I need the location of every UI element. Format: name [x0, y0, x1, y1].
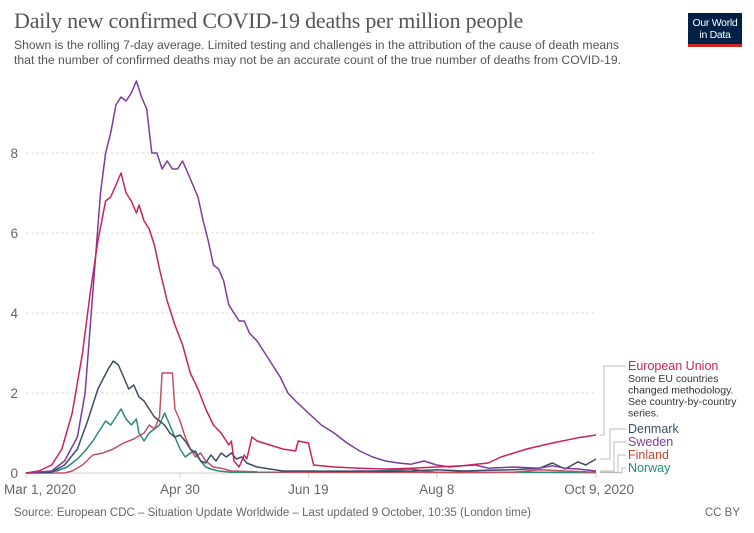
legend-connector [600, 428, 626, 460]
y-tick-label: 6 [10, 226, 18, 241]
y-tick-label: 2 [10, 386, 18, 401]
series-line-finland [26, 372, 597, 474]
legend-label-finland: Finland [628, 448, 669, 462]
y-tick-label: 0 [10, 466, 18, 481]
legend-note-line: changed methodology. [628, 385, 733, 397]
logo-line-2: in Data [699, 29, 731, 41]
legend-note-line: series. [628, 408, 659, 420]
license-link[interactable]: CC BY [704, 507, 740, 519]
x-tick-label: Aug 8 [419, 482, 454, 497]
subtitle-line-1: Shown is the rolling 7-day average. Limi… [14, 38, 620, 52]
owid-logo[interactable]: Our World in Data [688, 13, 742, 47]
series-lines [25, 80, 597, 474]
y-tick-label: 8 [10, 146, 18, 161]
chart-title: Daily new confirmed COVID-19 deaths per … [14, 8, 524, 33]
x-tick-label: Mar 1, 2020 [4, 482, 76, 497]
legend-note-line: See country-by-country [628, 396, 737, 408]
y-axis: 0 2 4 6 8 [10, 146, 18, 481]
x-tick-label: Apr 30 [160, 482, 200, 497]
subtitle-line-2: that the number of confirmed deaths may … [14, 53, 621, 67]
legend-connector [600, 365, 626, 436]
y-tick-label: 4 [10, 306, 18, 321]
legend-label-sweden: Sweden [628, 435, 673, 449]
series-line-norway [25, 408, 597, 474]
x-tick-label: Jun 19 [288, 482, 329, 497]
legend-note-line: Some EU countries [628, 373, 718, 385]
series-line-denmark [25, 360, 597, 474]
logo-line-1: Our World [692, 17, 738, 29]
legend-label-norway: Norway [628, 461, 671, 475]
series-line-sweden [25, 80, 597, 474]
legend-label-denmark: Denmark [628, 422, 679, 436]
x-axis: Mar 1, 2020 Apr 30 Jun 19 Aug 8 Oct 9, 2020 [4, 473, 634, 497]
source-note: Source: European CDC – Situation Update … [14, 507, 531, 519]
legend-label-european-union: European Union [628, 359, 718, 373]
legend-connector [600, 441, 626, 472]
chart-subtitle: Shown is the rolling 7-day average. Limi… [14, 38, 674, 68]
x-tick-label: Oct 9, 2020 [564, 482, 634, 497]
series-line-european-union [25, 172, 597, 474]
legend-connector [600, 467, 626, 474]
